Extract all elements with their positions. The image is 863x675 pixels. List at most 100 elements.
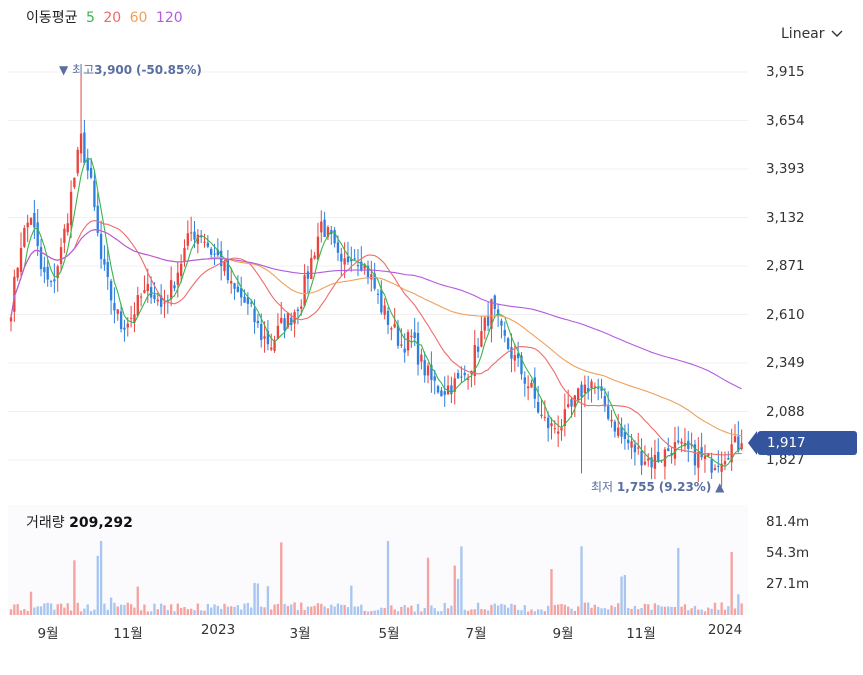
ma20-line [10, 220, 742, 456]
volume-bar [163, 605, 166, 615]
candle-body [59, 247, 63, 264]
volume-bar [560, 603, 563, 615]
volume-bar [530, 609, 533, 615]
candle-body [466, 378, 470, 380]
ma5-label[interactable]: 5 [85, 10, 95, 26]
candle-body [240, 288, 243, 298]
candle-body [640, 450, 643, 466]
volume-bar [273, 604, 276, 615]
ma60-label[interactable]: 60 [129, 10, 148, 26]
candle-body [213, 253, 216, 255]
candle-body [253, 308, 256, 323]
candle-body [113, 303, 116, 311]
volume-bar [653, 603, 657, 615]
candle-body [33, 212, 36, 228]
volume-bar [620, 576, 623, 615]
candle-body [300, 306, 303, 309]
candle-body [290, 317, 293, 325]
candle-body [623, 432, 627, 439]
volume-bar [109, 597, 113, 615]
volume-bar [423, 608, 426, 615]
candle-body [393, 323, 396, 328]
volume-bar [313, 605, 316, 615]
volume-bar [106, 609, 109, 615]
volume-bar [707, 607, 710, 615]
candle-body [356, 265, 360, 267]
volume-bar [400, 606, 403, 615]
candle-body [383, 305, 386, 315]
volume-bar [540, 609, 543, 615]
candle-body [563, 409, 567, 426]
scale-select[interactable]: Linear [781, 26, 843, 42]
volume-bar [133, 607, 136, 615]
volume-bar [19, 610, 23, 615]
ma120-label[interactable]: 120 [155, 10, 183, 26]
volume-label: 거래량 [26, 515, 65, 531]
candle-body [13, 276, 16, 312]
candle-body [607, 406, 610, 419]
candle-body [139, 296, 143, 298]
volume-bar [647, 604, 650, 615]
candle-body [270, 347, 273, 350]
current-price-badge: 1,917 [748, 431, 857, 455]
volume-bar [670, 606, 673, 615]
candle-body [577, 388, 580, 400]
ma20-label[interactable]: 20 [103, 10, 122, 26]
volume-bar [657, 605, 660, 615]
volume-bar [506, 607, 510, 615]
volume-bar [643, 603, 647, 615]
volume-bar [627, 608, 630, 615]
volume-bar [316, 603, 320, 615]
candle-body [286, 312, 290, 328]
candle-body [376, 293, 380, 295]
volume-bar [146, 611, 149, 615]
volume-bar [633, 605, 637, 615]
volume-bar [99, 541, 103, 615]
volume-bar [720, 602, 723, 615]
volume-bar [236, 605, 240, 615]
candle-body [727, 458, 730, 460]
volume-bar [340, 604, 343, 615]
price-tick-label: 2,349 [766, 355, 805, 371]
volume-bar [63, 607, 66, 615]
candle-body [567, 404, 570, 408]
volume-bar [186, 609, 189, 615]
volume-value: 209,292 [69, 515, 133, 531]
candle-body [450, 385, 453, 395]
volume-bar [49, 603, 53, 615]
candle-body [707, 453, 710, 457]
candle-body [440, 390, 443, 397]
volume-bar [46, 602, 49, 615]
volume-bar [126, 602, 129, 615]
volume-bar [550, 569, 553, 615]
candle-body [99, 233, 103, 260]
candle-body [343, 258, 346, 265]
candle-body [350, 259, 353, 262]
volume-bar [413, 611, 416, 615]
volume-bar [717, 609, 720, 615]
volume-bar [216, 605, 220, 615]
volume-bar [303, 609, 306, 615]
volume-bar [243, 603, 246, 615]
price-chart[interactable] [0, 0, 760, 500]
candle-body [423, 360, 426, 376]
candle-body [436, 386, 440, 393]
volume-bar [446, 608, 450, 615]
volume-bar [286, 605, 290, 615]
candle-body [533, 377, 536, 399]
candle-body [520, 355, 523, 375]
candle-body [276, 325, 280, 339]
volume-bar [587, 602, 590, 615]
price-tick-label: 2,871 [766, 258, 805, 274]
time-tick-label: 5월 [378, 626, 400, 642]
candle-body [650, 457, 653, 468]
volume-chart[interactable] [0, 0, 760, 620]
volume-bar [637, 609, 640, 615]
volume-bar [129, 604, 133, 615]
candle-body [490, 299, 493, 329]
ma120-line [10, 229, 742, 390]
candle-body [363, 264, 366, 269]
candle-body [637, 447, 640, 449]
volume-bar [233, 606, 236, 615]
volume-bar [410, 605, 413, 615]
